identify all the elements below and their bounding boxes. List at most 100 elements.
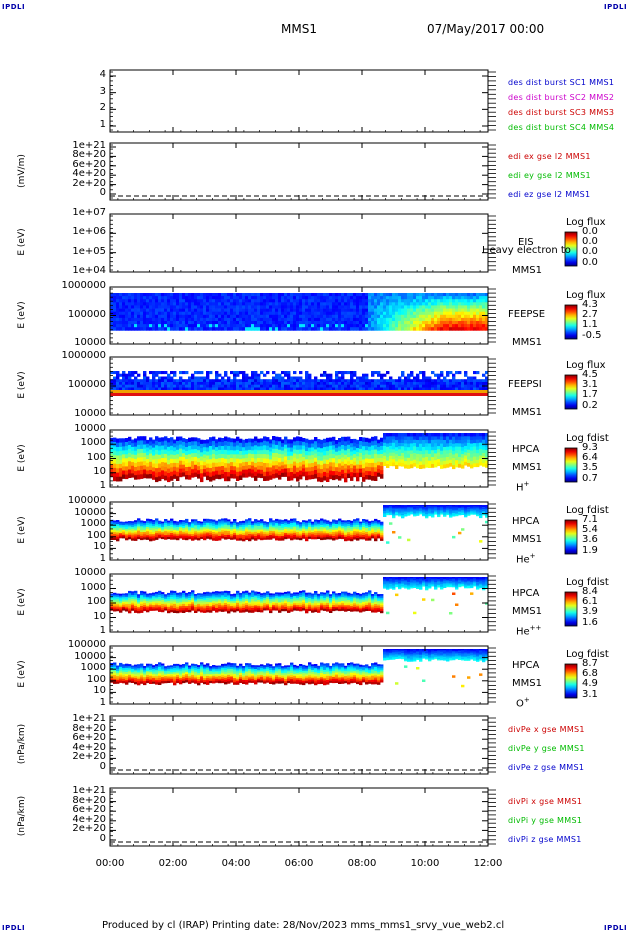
spectrogram-cell: [149, 457, 153, 463]
spectrogram-cell: [482, 302, 486, 306]
spectrogram-cell: [347, 436, 351, 442]
spectrogram-cell: [338, 528, 342, 531]
spectrogram-cell: [260, 537, 264, 541]
spectrogram-cell: [194, 456, 198, 462]
spectrogram-cell: [293, 469, 297, 475]
spectrogram-cell: [467, 305, 471, 309]
spectrogram-cell: [332, 324, 336, 328]
spectrogram-cell: [269, 537, 273, 540]
spectrogram-cell: [167, 536, 171, 540]
spectrogram-cell: [209, 450, 213, 456]
spectrogram-cell: [356, 321, 360, 325]
spectrogram-cell: [134, 467, 138, 472]
spectrogram-cell: [296, 311, 300, 316]
spectrogram-cell: [434, 373, 438, 377]
spectrogram-cell: [146, 321, 150, 325]
spectrogram-cell: [212, 308, 216, 313]
spectrogram-cell: [182, 311, 186, 316]
spectrogram-cell: [443, 387, 447, 391]
spectrogram-cell: [443, 293, 447, 297]
spectrogram-cell: [116, 371, 120, 375]
spectrogram-cell: [368, 302, 372, 306]
spectrogram-cell: [398, 314, 402, 319]
spectrogram-cell: [287, 460, 291, 465]
spectrogram-cell: [230, 305, 234, 309]
panel-frame: [109, 213, 489, 273]
spectrogram-cell: [242, 473, 246, 478]
spectrogram-cell: [437, 314, 441, 319]
spectrogram-cell: [431, 371, 435, 375]
spectrogram-cell: [350, 468, 354, 473]
spectrogram-cell: [320, 324, 324, 328]
spectrogram-cell: [419, 379, 423, 383]
spectrogram-cell: [269, 327, 273, 331]
spectrogram-cell: [344, 522, 348, 525]
spectrogram-cell: [224, 311, 228, 316]
spectrogram-cell: [188, 533, 192, 536]
spectrogram-cell: [473, 299, 477, 303]
spectrogram-cell: [221, 526, 225, 529]
spectrogram-cell: [209, 296, 213, 300]
spectrogram-cell: [431, 439, 435, 444]
spectrogram-cell: [320, 387, 324, 391]
spectrogram-cell: [176, 305, 180, 309]
spectrogram-cell: [113, 532, 117, 535]
spectrogram-cell: [407, 387, 411, 391]
spectrogram-cell: [350, 293, 354, 297]
spectrogram-cell: [347, 524, 351, 527]
spectrogram-cell: [293, 530, 297, 534]
spectrogram-cell: [164, 436, 168, 442]
spectrogram-cell: [263, 299, 267, 303]
spectrogram-cell: [137, 296, 141, 300]
spectrogram-cell: [401, 311, 405, 316]
spectrogram-cell: [347, 305, 351, 309]
spectrogram-cell: [233, 296, 237, 300]
spectrogram-cell: [401, 299, 405, 303]
spectrogram-cell: [374, 317, 378, 322]
spectrogram-cell: [119, 472, 123, 478]
spectrogram-cell: [443, 450, 447, 455]
spectrogram-cell: [128, 296, 132, 300]
spectrogram-cell: [140, 444, 144, 450]
spectrogram-cell: [200, 296, 204, 300]
spectrogram-cell: [347, 302, 351, 306]
spectrogram-cell: [377, 469, 381, 474]
spectrogram-cell: [371, 382, 375, 386]
spectrogram-cell: [443, 457, 447, 462]
spectrogram-cell: [314, 293, 318, 297]
spectrogram-cell: [470, 387, 474, 391]
spectrogram-cell: [155, 459, 159, 464]
spectrogram-cell: [329, 376, 333, 380]
spectrogram-cell: [362, 455, 366, 460]
spectrogram-cell: [476, 321, 480, 325]
spectrogram-cell: [470, 321, 474, 325]
spectrogram-cell: [110, 521, 114, 525]
spectrogram-cell: [113, 371, 117, 375]
spectrogram-cell: [347, 534, 351, 537]
spectrogram-cell: [299, 453, 303, 459]
spectrogram-cell: [392, 449, 396, 454]
spectrogram-cell: [365, 308, 369, 313]
spectrogram-cell: [278, 519, 282, 522]
spectrogram-cell: [164, 521, 168, 524]
spectrogram-cell: [383, 507, 387, 509]
spectrogram-cell: [164, 305, 168, 309]
spectrogram-cell: [374, 314, 378, 319]
spectrogram-cell: [485, 439, 489, 444]
spectrogram-cell: [215, 324, 219, 328]
spectrogram-cell: [137, 379, 141, 383]
spectrogram-cell: [242, 534, 246, 538]
spectrogram-cell: [209, 379, 213, 383]
spectrogram-cell: [476, 446, 480, 451]
spectrogram-cell: [119, 533, 123, 536]
spectrogram-cell: [191, 441, 195, 446]
spectrogram-cell: [359, 382, 363, 386]
spectrogram-cell: [296, 296, 300, 300]
spectrogram-cell: [368, 526, 372, 530]
spectrogram-cell: [245, 327, 249, 331]
spectrogram-cell: [110, 457, 114, 462]
spectrogram-cell: [308, 321, 312, 325]
spectrogram-cell: [137, 528, 141, 531]
spectrogram-cell: [122, 317, 126, 322]
spectrogram-cell: [221, 293, 225, 297]
